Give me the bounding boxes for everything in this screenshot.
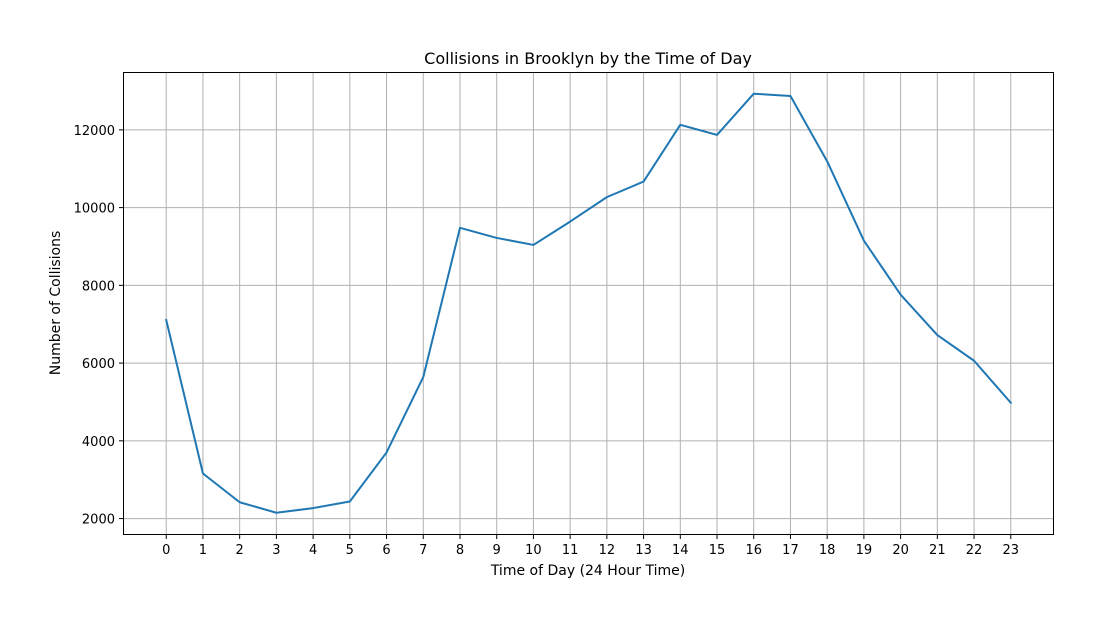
x-tick-label: 13 (635, 543, 652, 558)
x-tick-label: 3 (272, 543, 280, 558)
y-tick-label: 10000 (74, 202, 115, 217)
x-tick-label: 2 (236, 543, 244, 558)
plot-frame (123, 72, 1054, 535)
x-tick-label: 22 (966, 543, 983, 558)
y-axis-label: Number of Collisions (48, 231, 64, 376)
grid-lines (124, 73, 1053, 534)
y-tick-label: 6000 (82, 357, 115, 372)
x-axis-ticks: 0 1 2 3 4 5 6 7 8 9 10 11 12 13 14 15 16 17 18 19 20 21 22 23 (162, 534, 1019, 558)
series-lines (165, 92, 1013, 514)
y-tick-label: 2000 (82, 513, 115, 528)
x-tick-label: 5 (346, 543, 354, 558)
x-tick-label: 1 (199, 543, 207, 558)
x-tick-label: 12 (599, 543, 616, 558)
x-tick-label: 8 (456, 543, 464, 558)
x-tick-label: 23 (1002, 543, 1019, 558)
y-tick-label: 8000 (82, 279, 115, 294)
x-tick-label: 9 (493, 543, 501, 558)
x-axis-label: Time of Day (24 Hour Time) (490, 563, 685, 579)
x-tick-label: 6 (382, 543, 390, 558)
x-tick-label: 10 (525, 543, 542, 558)
x-tick-label: 7 (419, 543, 427, 558)
y-tick-label: 12000 (74, 124, 115, 139)
x-tick-label: 20 (892, 543, 909, 558)
y-tick-label: 4000 (82, 435, 115, 450)
x-tick-label: 14 (672, 543, 689, 558)
x-tick-label: 21 (929, 543, 946, 558)
x-tick-label: 0 (162, 543, 170, 558)
x-tick-label: 16 (745, 543, 762, 558)
y-axis-ticks: 2000 4000 6000 8000 10000 12000 (74, 124, 124, 528)
series-line (165, 92, 1013, 514)
x-tick-label: 11 (562, 543, 579, 558)
chart-title: Collisions in Brooklyn by the Time of Da… (424, 49, 752, 68)
x-tick-label: 15 (709, 543, 726, 558)
x-tick-label: 19 (856, 543, 873, 558)
x-tick-label: 17 (782, 543, 799, 558)
x-tick-label: 18 (819, 543, 836, 558)
x-tick-label: 4 (309, 543, 317, 558)
